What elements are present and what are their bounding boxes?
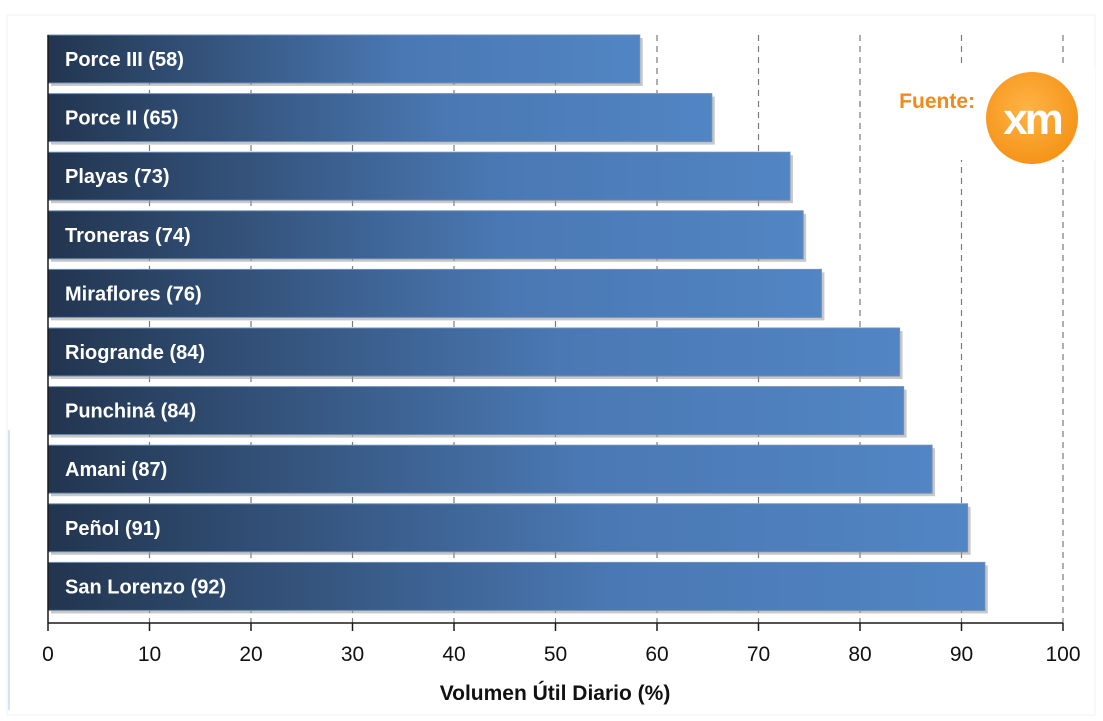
x-tick-label: 100 [1045,643,1080,666]
bar-label: Playas (73) [65,166,170,188]
bar [47,210,804,260]
x-tick-label: 0 [42,643,54,666]
bar-label: Miraflores (76) [65,283,202,305]
x-tick-label: 60 [645,643,668,666]
bars: Porce III (58) Porce II (65) Playas (73) Tr… [47,34,988,614]
bar [47,386,905,436]
bar-label: Peñol (91) [65,518,161,540]
x-axis-title: Volumen Útil Diario (%) [440,681,671,705]
bar [47,327,901,377]
x-tick-label: 30 [341,643,364,666]
bar [47,268,822,318]
xm-logo [986,72,1078,164]
bar [47,444,933,494]
x-tick-label: 10 [138,643,161,666]
x-axis: 0 10 20 30 40 50 60 70 80 90 100 [42,35,1081,666]
bar-label: Punchiná (84) [65,401,196,423]
xm-logo-text: xm [1003,95,1061,144]
chart-border [6,14,1096,716]
bar [47,34,641,84]
bar-label: Porce III (58) [65,49,184,71]
x-tick-label: 80 [848,643,871,666]
x-tick-label: 20 [239,643,262,666]
source-label: Fuente: [899,90,975,113]
x-tick-label: 50 [544,643,567,666]
bar [47,151,791,201]
x-tick-label: 40 [442,643,465,666]
bar-label: Riogrande (84) [65,342,205,364]
bar-label: San Lorenzo (92) [65,576,226,598]
bar-label: Amani (87) [65,459,167,481]
left-accent-line [8,430,10,710]
source-attribution: Fuente: xm [899,68,1095,164]
bar-label: Porce II (65) [65,108,178,130]
x-tick-label: 90 [950,643,973,666]
bar-label: Troneras (74) [65,225,191,247]
x-tick-label: 70 [747,643,770,666]
bar [47,503,969,553]
